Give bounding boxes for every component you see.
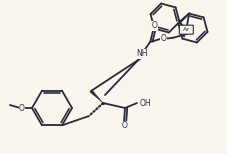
Text: NH: NH (137, 49, 148, 58)
Text: O: O (151, 21, 157, 30)
Polygon shape (90, 90, 103, 103)
Text: Ar: Ar (183, 27, 190, 32)
FancyBboxPatch shape (179, 25, 193, 34)
Text: O: O (122, 122, 128, 130)
Text: O: O (19, 103, 25, 113)
Text: OH: OH (140, 99, 152, 107)
Text: O: O (160, 34, 166, 43)
